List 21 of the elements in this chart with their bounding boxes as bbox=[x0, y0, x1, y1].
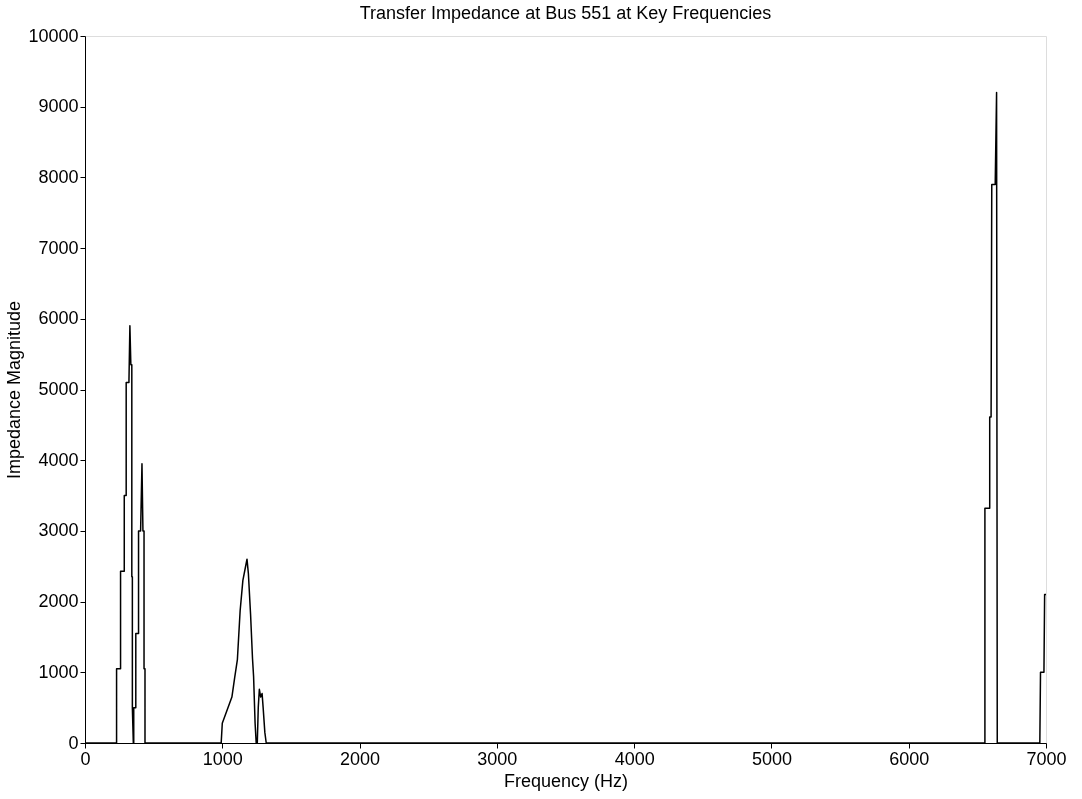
x-tick-label: 2000 bbox=[340, 748, 381, 769]
y-axis-title: Impedance Magnitude bbox=[4, 300, 25, 480]
y-tick-label: 5000 bbox=[38, 379, 79, 399]
x-tick-label: 7000 bbox=[1026, 748, 1067, 769]
x-tick-label: 4000 bbox=[614, 748, 655, 769]
y-tick-label: 4000 bbox=[38, 449, 79, 470]
y-tick-label: 10000 bbox=[28, 25, 79, 46]
y-tick-label: 9000 bbox=[38, 96, 79, 117]
y-tick-label: 6000 bbox=[38, 308, 79, 329]
y-tick-label: 8000 bbox=[38, 166, 79, 187]
y-tick-label: 3000 bbox=[38, 520, 79, 541]
x-tick-label: 3000 bbox=[477, 748, 518, 769]
y-tick-label: 7000 bbox=[38, 237, 79, 258]
x-tick-label: 5000 bbox=[751, 748, 792, 769]
chart-title: Transfer Impedance at Bus 551 at Key Frequencies bbox=[359, 3, 772, 23]
x-tick-label: 6000 bbox=[889, 748, 930, 769]
x-axis-title: Frequency (Hz) bbox=[503, 770, 629, 791]
x-tick-label: 1000 bbox=[202, 748, 243, 769]
y-tick-label: 0 bbox=[68, 732, 79, 753]
y-tick-label: 1000 bbox=[38, 661, 79, 682]
y-tick-label: 2000 bbox=[38, 591, 79, 612]
